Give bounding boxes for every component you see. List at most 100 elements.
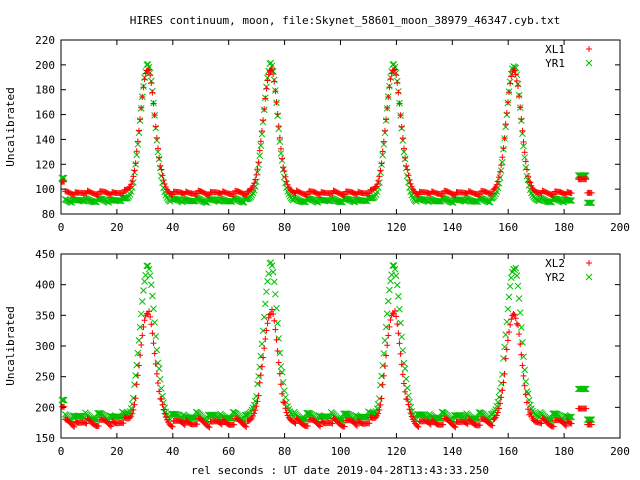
bottom-yr2-point — [457, 412, 465, 419]
top-xl1-point — [262, 95, 269, 102]
top-xl1-point — [399, 135, 406, 142]
bottom-xl2-point — [255, 392, 262, 399]
top-xl1-point — [527, 179, 534, 186]
bottom-xl2-point — [395, 330, 402, 337]
bottom-yr2-point — [506, 282, 514, 290]
bottom-yr2-point — [384, 297, 392, 305]
top-xl1-point — [396, 100, 403, 107]
bottom-yr2-point — [136, 323, 144, 331]
top-xl1-point — [503, 110, 510, 117]
bottom-xl2-point — [129, 410, 136, 417]
top-xl1-point — [247, 186, 254, 193]
top-xl1-point — [161, 180, 168, 187]
bottom-xl2-point — [511, 311, 518, 318]
bottom-xl2-point — [512, 315, 519, 322]
bottom-xl2-point — [494, 409, 501, 416]
top-xl1-point — [157, 162, 164, 169]
bottom-xl2-point — [503, 346, 510, 353]
x-tick-label: 0 — [58, 221, 65, 234]
top-xl1-point — [495, 174, 502, 181]
bottom-xl2-point — [508, 316, 515, 323]
top-xl1-point — [153, 134, 160, 141]
bottom-xl2-point — [128, 413, 135, 420]
legend-label-xl2: XL2 — [545, 257, 565, 270]
bottom-yr2-point — [522, 378, 530, 385]
bottom-xl2-point — [262, 335, 269, 342]
top-xl1-point — [134, 138, 141, 145]
bottom-xl2-point — [386, 323, 393, 330]
y-tick-label: 150 — [35, 432, 55, 445]
top-xl1-point — [366, 190, 373, 197]
bottom-yr2-point — [140, 287, 147, 294]
bottom-yr2-point — [172, 410, 180, 418]
legend-glyph — [585, 273, 593, 281]
top-xl1-point — [386, 84, 393, 91]
bottom-yr2-point — [568, 413, 576, 421]
bottom-xl2-point — [440, 421, 447, 428]
top-xl1-point — [274, 111, 281, 118]
top-xl1-point — [517, 104, 524, 111]
top-xl1-point — [510, 67, 517, 74]
bottom-xl2-point — [379, 381, 386, 388]
top-series-a-points — [58, 65, 595, 199]
bottom-xl2-point — [375, 410, 382, 417]
bottom-xl2-point — [264, 320, 271, 327]
bottom-ylabel: Uncalibrated — [4, 306, 17, 385]
bottom-yr2-point — [141, 278, 148, 285]
bottom-xl2-point — [499, 387, 506, 394]
legend-glyph — [585, 59, 593, 67]
top-xl1-point — [504, 99, 511, 106]
top-xl1-point — [512, 71, 519, 78]
y-tick-label: 100 — [35, 183, 55, 196]
top-xl1-point — [253, 171, 260, 178]
bottom-xl2-point — [269, 306, 276, 313]
bottom-xl2-point — [377, 401, 384, 408]
bottom-xl2-point — [426, 420, 433, 427]
top-xl1-point — [380, 138, 387, 145]
bottom-yr2-point — [150, 305, 157, 313]
y-tick-label: 160 — [35, 109, 55, 122]
y-tick-label: 80 — [42, 208, 55, 221]
bottom-xl2-point — [282, 405, 289, 412]
bottom-xl2-point — [317, 423, 324, 430]
bottom-xl2-point — [108, 423, 115, 430]
y-tick-label: 350 — [35, 309, 55, 322]
top-yr1-point — [125, 193, 133, 200]
bottom-xl2-point — [291, 419, 298, 426]
top-yr1-point — [256, 152, 264, 160]
bottom-xl2-point — [272, 326, 279, 333]
bottom-yr2-point — [548, 416, 555, 424]
bottom-xl2-point — [206, 424, 213, 431]
bottom-xl2-point — [279, 390, 286, 397]
bottom-yr2-point — [388, 271, 396, 279]
bottom-xl2-point — [275, 359, 282, 366]
top-ylabel: Uncalibrated — [4, 87, 17, 166]
bottom-yr2-point — [392, 272, 400, 280]
bottom-xl2-point — [70, 422, 77, 429]
bottom-yr2-point — [343, 410, 351, 418]
bottom-xl2-point — [283, 409, 290, 416]
bottom-xl2-point — [138, 341, 145, 348]
bottom-xl2-point — [519, 362, 526, 369]
bottom-yr2-point — [435, 414, 442, 422]
top-yr1-point — [498, 158, 506, 166]
top-xl1-point — [375, 177, 382, 184]
bottom-xl2-point — [489, 422, 496, 429]
top-xl1-point — [95, 191, 102, 198]
bottom-xl2-point — [500, 379, 507, 386]
x-tick-label: 80 — [278, 221, 291, 234]
bottom-xl2-point — [393, 313, 400, 320]
top-xl1-point — [588, 189, 595, 196]
top-yr1-point — [586, 199, 593, 207]
bottom-xl2-point — [383, 352, 390, 359]
top-xl1-point — [508, 73, 515, 80]
bottom-xl2-point — [521, 382, 528, 389]
bottom-yr2-point — [305, 409, 313, 417]
bottom-xl2-point — [61, 403, 68, 410]
x-tick-label: 200 — [610, 445, 630, 458]
bottom-xl2-point — [168, 423, 175, 430]
top-yr1-point — [154, 148, 162, 156]
bottom-yr2-point — [476, 409, 484, 416]
bottom-xl2-point — [394, 321, 401, 328]
